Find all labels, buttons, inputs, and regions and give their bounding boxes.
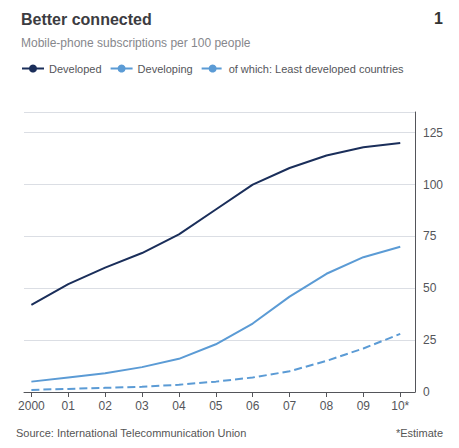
svg-text:03: 03 [135,399,149,413]
svg-text:Developed: Developed [49,63,102,75]
svg-text:2000: 2000 [18,399,45,413]
svg-text:1: 1 [434,10,443,27]
svg-text:Source: International Telecomm: Source: International Telecommunication … [16,427,246,439]
svg-text:02: 02 [98,399,112,413]
svg-text:50: 50 [423,281,437,295]
svg-text:of which: Least developed coun: of which: Least developed countries [229,63,404,75]
svg-text:08: 08 [320,399,334,413]
svg-text:05: 05 [209,399,223,413]
svg-text:06: 06 [246,399,260,413]
svg-text:0: 0 [423,385,430,399]
svg-text:Better connected: Better connected [21,11,152,28]
svg-text:04: 04 [172,399,186,413]
svg-text:07: 07 [283,399,297,413]
svg-text:09: 09 [357,399,371,413]
svg-text:Developing: Developing [138,63,193,75]
svg-text:10*: 10* [391,399,409,413]
svg-text:100: 100 [423,178,443,192]
svg-text:01: 01 [62,399,76,413]
svg-text:75: 75 [423,229,437,243]
svg-text:25: 25 [423,333,437,347]
svg-text:*Estimate: *Estimate [396,427,443,439]
svg-text:Mobile-phone subscriptions per: Mobile-phone subscriptions per 100 peopl… [21,36,251,50]
svg-text:125: 125 [423,126,443,140]
